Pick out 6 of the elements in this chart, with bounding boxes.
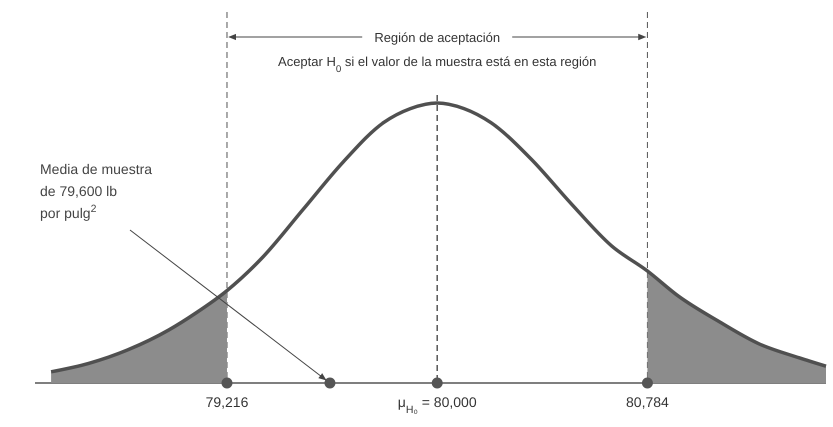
x-tick-label: 79,216 (206, 394, 249, 410)
x-tick-label: μ$_{H₀}$ = 80,000 (398, 394, 477, 416)
annotation: Media de muestra de 79,600 lb por pulg$^{2}$ (40, 161, 152, 221)
text: Aceptar H$_{0}$ si el valor de la muestra está en esta región (278, 54, 596, 74)
text: Región de aceptación (374, 30, 500, 45)
x-tick-label: 80,784 (626, 394, 670, 410)
